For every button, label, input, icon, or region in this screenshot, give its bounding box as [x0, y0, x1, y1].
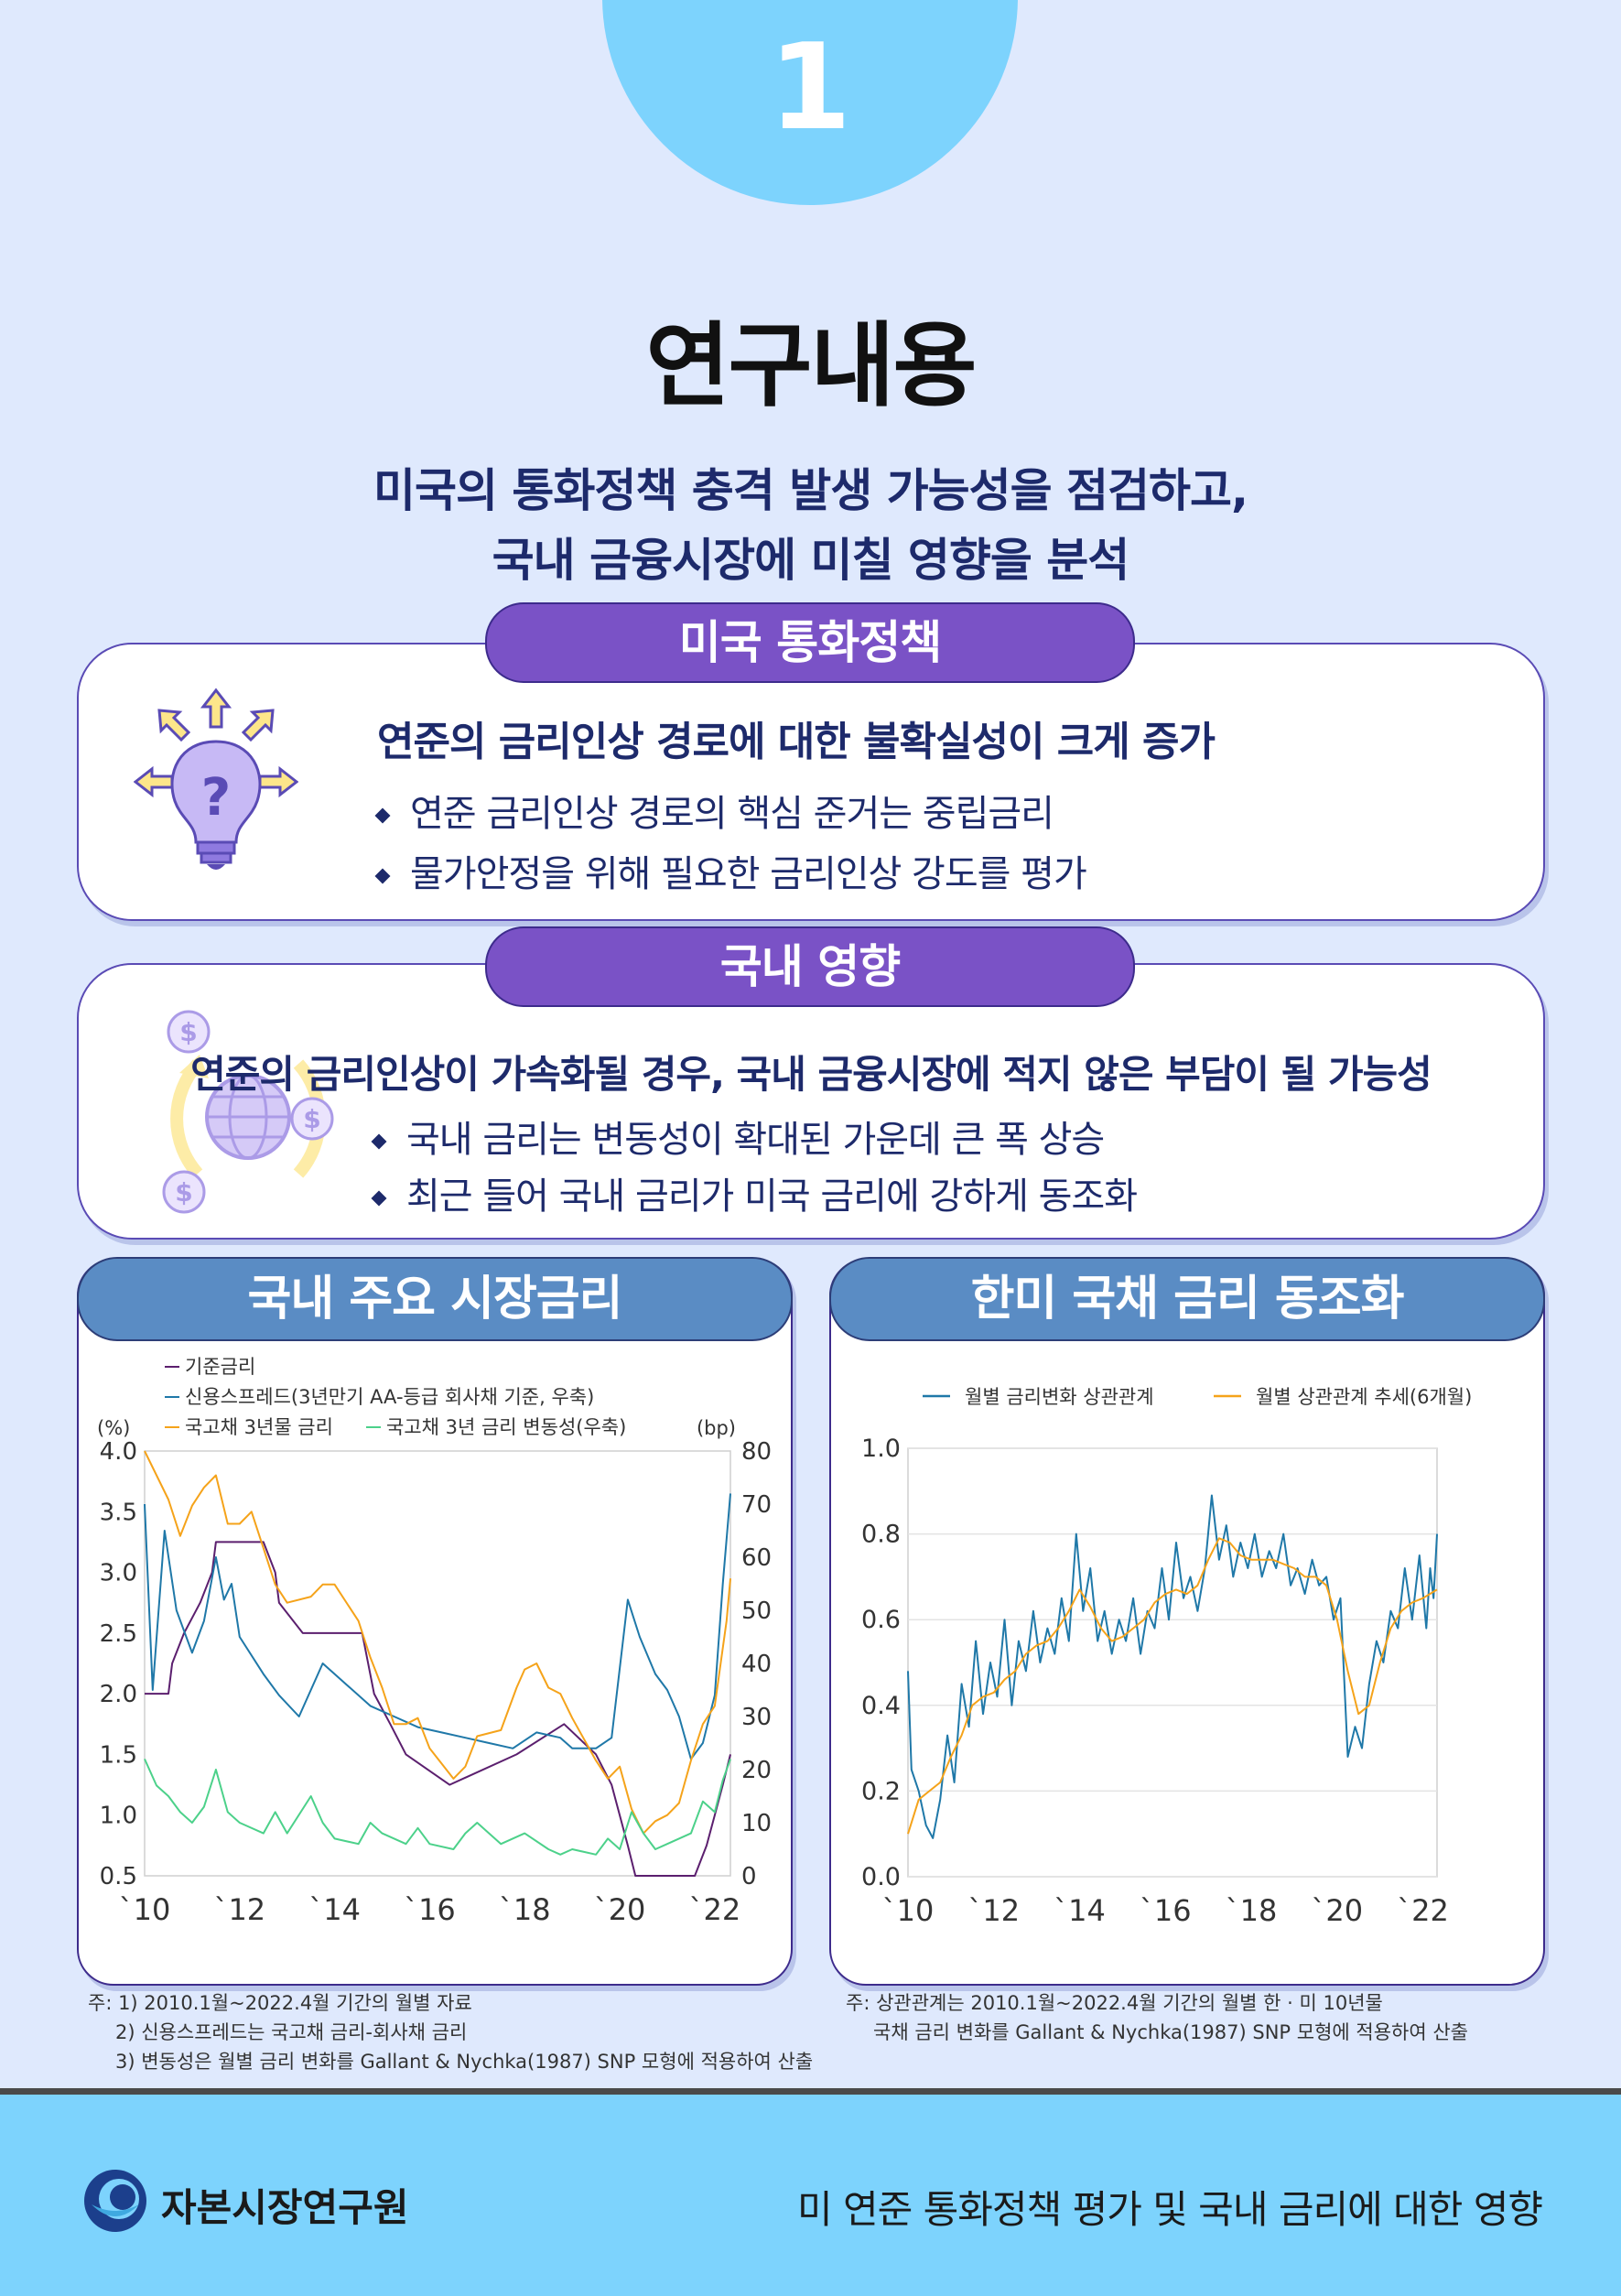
y2-tick-label: 20 [741, 1757, 772, 1784]
x-tick-label: `14 [308, 1892, 361, 1927]
domestic-impact-bullet-2: 최근 들어 국내 금리가 미국 금리에 강하게 동조화 [371, 1166, 1138, 1219]
legend-label: 신용스프레드(3년만기 AA-등급 회사채 기준, 우축) [185, 1386, 594, 1408]
x-tick-label: `12 [967, 1893, 1020, 1928]
y-tick-label: 2.5 [100, 1620, 137, 1648]
diamond-bullet-icon [374, 868, 391, 884]
y-tick-label: 3.0 [100, 1560, 137, 1587]
page-title: 연구내용 [645, 312, 978, 419]
x-tick-label: `14 [1054, 1893, 1106, 1928]
legend-label: 기준금리 [185, 1356, 255, 1378]
x-tick-label: `10 [882, 1893, 935, 1928]
x-tick-label: `20 [1311, 1893, 1363, 1928]
x-tick-label: `18 [1226, 1893, 1278, 1928]
series-line [145, 1541, 731, 1877]
note-line: 국채 금리 변화를 Gallant & Nychka(1987) SNP 모형에… [873, 2021, 1468, 2043]
diamond-bullet-icon [371, 1190, 387, 1207]
series-line [907, 1537, 1438, 1835]
legend: 기준금리 신용스프레드(3년만기 AA-등급 회사채 기준, 우축) 국고채 3… [165, 1356, 626, 1438]
note-line: 주: 상관관계는 2010.1월~2022.4월 기간의 월별 한 · 미 10… [846, 1992, 1383, 2014]
series-line [144, 1758, 731, 1856]
plot-area [144, 1450, 731, 1877]
domestic-impact-lead: 연준의 금리인상이 가속화될 경우, 국내 금융시장에 적지 않은 부담이 될 … [190, 1052, 1432, 1097]
domestic-impact-pill: 국내 영향 [485, 926, 1135, 1007]
y-tick-label: 0.4 [861, 1692, 901, 1720]
y-tick-label: 1.0 [861, 1435, 901, 1463]
x-tick-label: `22 [1397, 1893, 1449, 1928]
y-tick-label: 4.0 [100, 1438, 137, 1466]
y-tick-label: 0.0 [861, 1863, 901, 1891]
market-rates-chart: 기준금리 신용스프레드(3년만기 AA-등급 회사채 기준, 우축) 국고채 3… [97, 1356, 772, 1927]
kcmi-logo-icon [84, 2170, 146, 2232]
org-name: 자본시장연구원 [161, 2185, 409, 2230]
lightbulb-question-icon: ? [134, 688, 298, 870]
y-tick-label: 0.2 [861, 1777, 901, 1805]
report-title: 미 연준 통화정책 평가 및 국내 금리에 대한 영향 [797, 2187, 1543, 2232]
chart-title-left: 국내 주요 시장금리 [77, 1257, 793, 1341]
us-policy-lead: 연준의 금리인상 경로에 대한 불확실성이 크게 증가 [377, 719, 1216, 765]
y2-tick-label: 70 [741, 1491, 772, 1519]
y-tick-label: 1.0 [100, 1803, 137, 1830]
series-line [144, 1493, 731, 1760]
subtitle-line-1: 미국의 통화정책 충격 발생 가능성을 점검하고, [373, 464, 1248, 517]
y2-tick-label: 80 [741, 1438, 772, 1466]
subtitle: 미국의 통화정책 충격 발생 가능성을 점검하고, 국내 금융시장에 미칠 영향… [0, 456, 1621, 595]
svg-text:?: ? [201, 768, 231, 828]
domestic-impact-box: $ $ $ 연준의 금리인상이 가속화될 경우, 국내 금융시장에 적지 않은 … [77, 963, 1545, 1240]
left-axis-unit: (%) [97, 1417, 130, 1439]
left-chart-notes: 주: 1) 2010.1월~2022.4월 기간의 월별 자료 2) 신용스프레… [88, 1988, 813, 2076]
x-tick-label: `18 [499, 1892, 551, 1927]
footer: 자본시장연구원 미 연준 통화정책 평가 및 국내 금리에 대한 영향 [0, 2088, 1621, 2296]
x-tick-label: `22 [689, 1892, 741, 1927]
svg-text:$: $ [303, 1104, 320, 1134]
domestic-impact-bullet-1: 국내 금리는 변동성이 확대된 가운데 큰 폭 상승 [371, 1110, 1105, 1163]
chart-box-left [77, 1259, 793, 1986]
note-line: 주: 1) 2010.1월~2022.4월 기간의 월별 자료 [88, 1992, 472, 2014]
y-tick-label: 0.6 [861, 1606, 901, 1634]
y-tick-label: 2.0 [100, 1681, 137, 1708]
y-tick-label: 1.5 [100, 1741, 137, 1769]
chart-title-right: 한미 국채 금리 동조화 [829, 1257, 1545, 1341]
x-tick-label: `12 [213, 1892, 265, 1927]
y-tick-label: 0.8 [861, 1521, 901, 1549]
y2-tick-label: 60 [741, 1544, 772, 1572]
note-line: 2) 신용스프레드는 국고채 금리-회사채 금리 [115, 2021, 468, 2043]
right-axis-unit: (bp) [697, 1417, 736, 1439]
globe-money-icon: $ $ $ [162, 1010, 334, 1214]
diamond-bullet-icon [374, 807, 391, 824]
svg-text:$: $ [175, 1177, 192, 1208]
note-line: 3) 변동성은 월별 금리 변화를 Gallant & Nychka(1987)… [115, 2051, 814, 2073]
series-line [144, 1450, 731, 1835]
diamond-bullet-icon [371, 1133, 387, 1150]
legend: 월별 금리변화 상관관계 월별 상관관계 추세(6개월) [923, 1386, 1472, 1408]
legend-label: 국고채 3년물 금리 [185, 1416, 333, 1438]
subtitle-line-2: 국내 금융시장에 미칠 영향을 분석 [492, 534, 1130, 587]
x-tick-label: `10 [119, 1892, 171, 1927]
legend-label: 국고채 3년 금리 변동성(우축) [386, 1416, 626, 1438]
legend-label: 월별 상관관계 추세(6개월) [1256, 1386, 1472, 1408]
y2-tick-label: 30 [741, 1704, 772, 1731]
y2-tick-label: 50 [741, 1597, 772, 1625]
series-line [907, 1494, 1438, 1839]
us-policy-box: ? 연준의 금리인상 경로에 대한 불확실성이 크게 증가 연준 금리인상 경로… [77, 643, 1545, 921]
x-tick-label: `16 [1140, 1893, 1192, 1928]
svg-text:$: $ [179, 1017, 197, 1047]
legend-label: 월별 금리변화 상관관계 [965, 1386, 1154, 1408]
y-tick-label: 3.5 [100, 1499, 137, 1526]
y2-tick-label: 40 [741, 1651, 772, 1678]
us-policy-pill: 미국 통화정책 [485, 602, 1135, 683]
x-tick-label: `20 [594, 1892, 646, 1927]
us-policy-bullet-2: 물가안정을 위해 필요한 금리인상 강도를 평가 [374, 844, 1087, 897]
plot-area [907, 1447, 1438, 1878]
korea-us-correlation-chart: 월별 금리변화 상관관계 월별 상관관계 추세(6개월) 1.0 0.8 0.6 0.… [861, 1386, 1472, 1928]
section-number: 1 [768, 17, 852, 157]
y2-tick-label: 10 [741, 1810, 772, 1837]
y2-tick-label: 0 [741, 1863, 757, 1890]
y-tick-label: 0.5 [100, 1863, 137, 1890]
right-chart-notes: 주: 상관관계는 2010.1월~2022.4월 기간의 월별 한 · 미 10… [846, 1988, 1468, 2047]
x-tick-label: `16 [404, 1892, 456, 1927]
us-policy-bullet-1: 연준 금리인상 경로의 핵심 준거는 중립금리 [374, 784, 1054, 837]
